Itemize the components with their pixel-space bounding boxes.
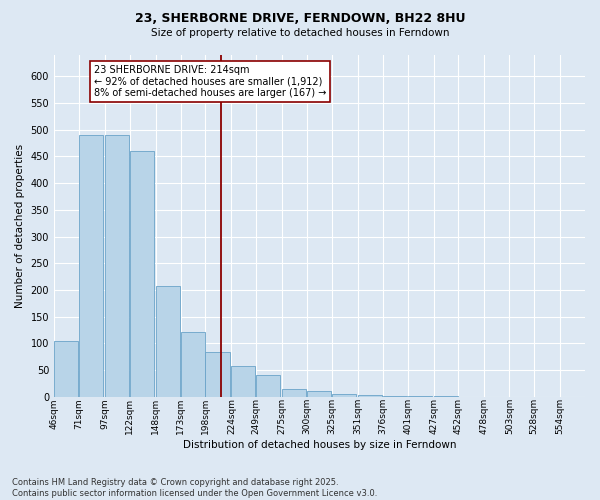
Text: 23, SHERBORNE DRIVE, FERNDOWN, BH22 8HU: 23, SHERBORNE DRIVE, FERNDOWN, BH22 8HU bbox=[135, 12, 465, 26]
Bar bbox=[358, 395, 382, 396]
Bar bbox=[54, 340, 78, 396]
Bar bbox=[307, 392, 331, 396]
Bar bbox=[155, 286, 180, 397]
Bar bbox=[181, 332, 205, 396]
Bar bbox=[232, 366, 256, 396]
Bar bbox=[105, 135, 129, 396]
X-axis label: Distribution of detached houses by size in Ferndown: Distribution of detached houses by size … bbox=[183, 440, 456, 450]
Bar bbox=[79, 135, 103, 396]
Text: Contains HM Land Registry data © Crown copyright and database right 2025.
Contai: Contains HM Land Registry data © Crown c… bbox=[12, 478, 377, 498]
Bar bbox=[282, 388, 306, 396]
Bar bbox=[130, 151, 154, 396]
Text: 23 SHERBORNE DRIVE: 214sqm
← 92% of detached houses are smaller (1,912)
8% of se: 23 SHERBORNE DRIVE: 214sqm ← 92% of deta… bbox=[94, 66, 326, 98]
Bar bbox=[256, 376, 280, 396]
Bar bbox=[332, 394, 356, 396]
Y-axis label: Number of detached properties: Number of detached properties bbox=[15, 144, 25, 308]
Text: Size of property relative to detached houses in Ferndown: Size of property relative to detached ho… bbox=[151, 28, 449, 38]
Bar bbox=[205, 352, 230, 397]
